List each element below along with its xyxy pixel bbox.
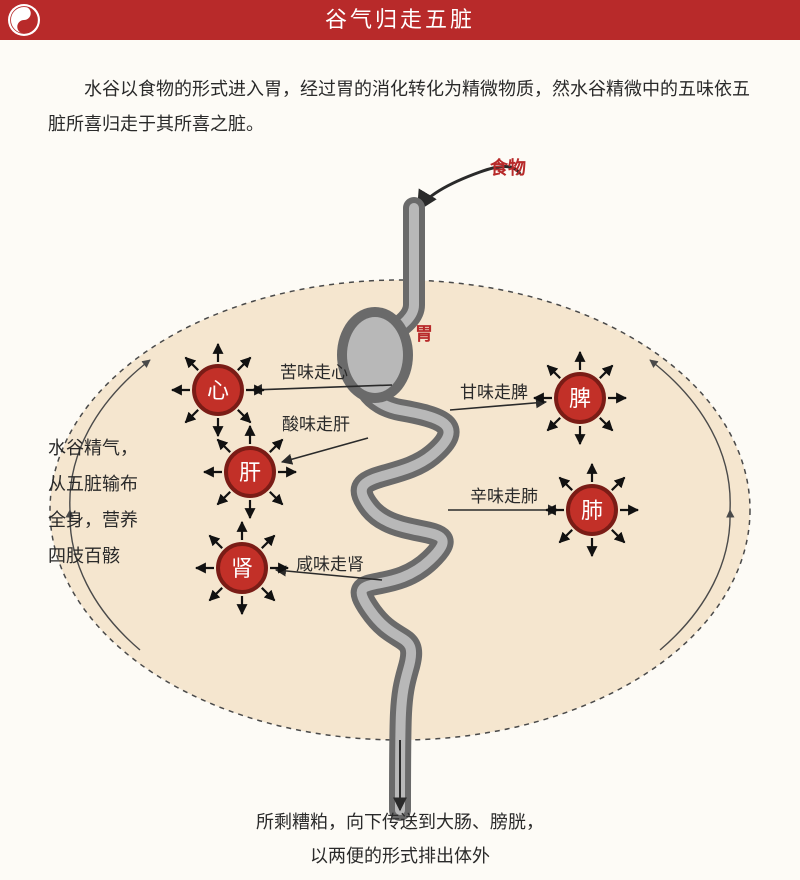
side-line: 全身，营养 [48, 502, 138, 538]
organ-node-heart: 心 [172, 344, 264, 436]
organ-node-kidney: 肾 [196, 522, 288, 614]
label-food: 食物 [490, 154, 526, 180]
svg-text:心: 心 [207, 378, 229, 403]
svg-text:肝: 肝 [239, 460, 261, 485]
bottom-line: 所剩糟粕，向下传送到大肠、膀胱， [0, 805, 800, 839]
side-annotation: 水谷精气， 从五脏输布 全身，营养 四肢百骸 [48, 430, 138, 574]
svg-text:肾: 肾 [231, 556, 253, 581]
bottom-annotation: 所剩糟粕，向下传送到大肠、膀胱， 以两便的形式排出体外 [0, 805, 800, 873]
bottom-line: 以两便的形式排出体外 [0, 839, 800, 873]
diagram-container: 心肝肾 脾肺 食物 胃 水谷精气， 从五脏输布 全身，营养 四肢百骸 所剩糟粕，向… [0, 150, 800, 850]
organ-node-spleen: 脾 [534, 352, 626, 444]
side-line: 从五脏输布 [48, 466, 138, 502]
label-stomach: 胃 [415, 320, 433, 346]
svg-text:肺: 肺 [581, 498, 603, 523]
side-line: 四肢百骸 [48, 538, 138, 574]
edge-label: 酸味走肝 [282, 410, 350, 435]
organ-node-liver: 肝 [204, 426, 296, 518]
edge-label: 辛味走肺 [470, 482, 538, 507]
organ-node-lung: 肺 [546, 464, 638, 556]
header-bar: 谷气归走五脏 [0, 0, 800, 40]
intro-paragraph: 水谷以食物的形式进入胃，经过胃的消化转化为精微物质，然水谷精微中的五味依五脏所喜… [0, 40, 800, 150]
edge-label: 苦味走心 [280, 358, 348, 383]
page-title: 谷气归走五脏 [0, 0, 800, 40]
svg-text:脾: 脾 [569, 386, 591, 411]
side-line: 水谷精气， [48, 430, 138, 466]
edge-label: 咸味走肾 [296, 550, 364, 575]
edge-label: 甘味走脾 [460, 378, 528, 403]
